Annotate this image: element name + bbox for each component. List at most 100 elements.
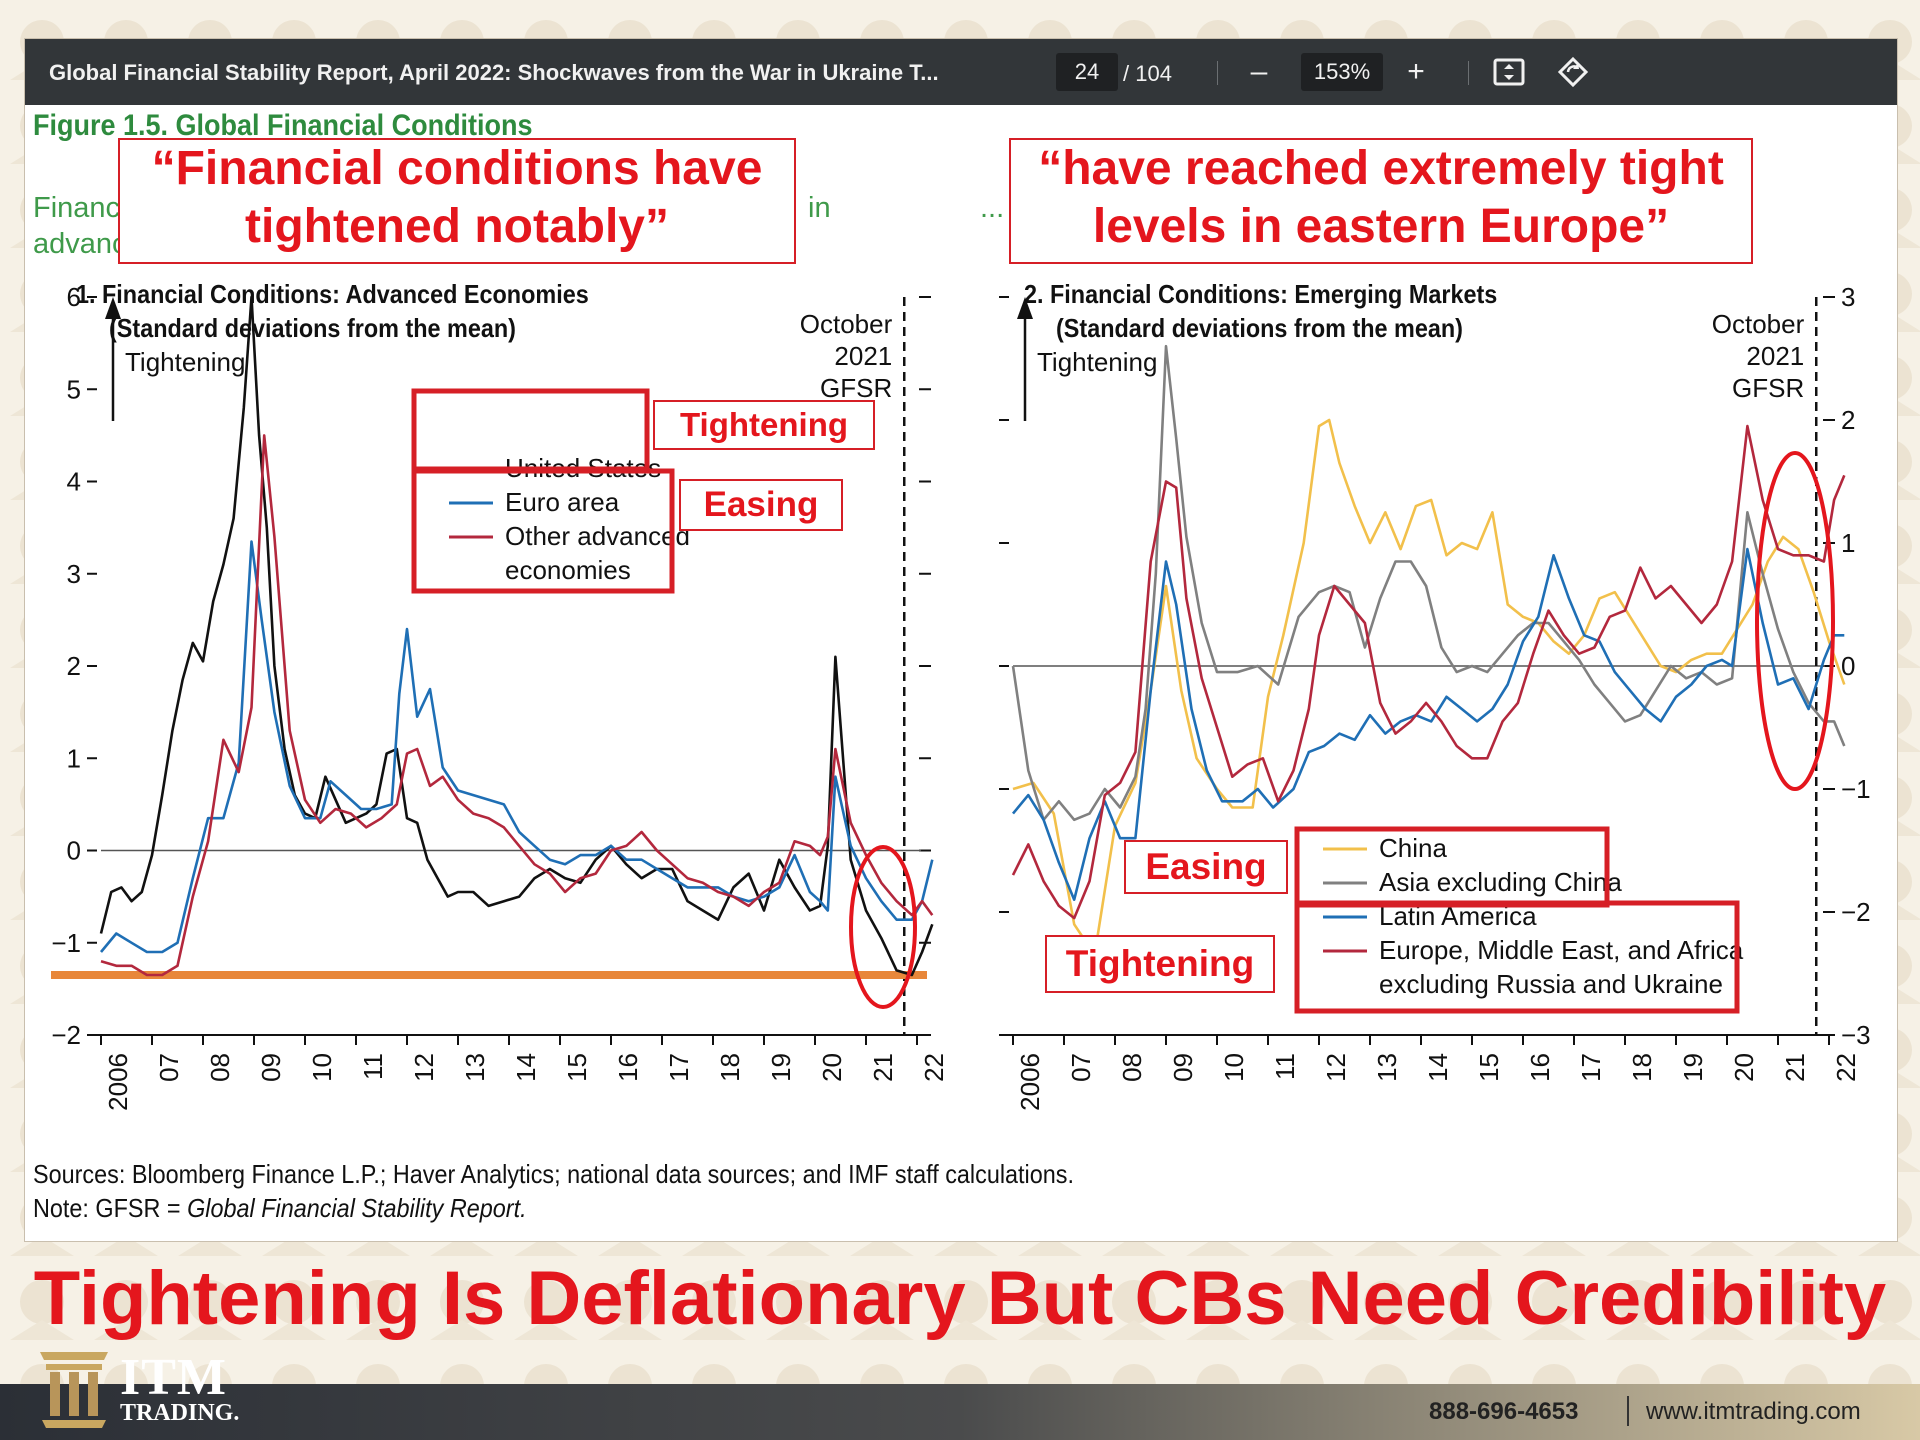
series-line-europe-middle-east-and-africa-excluding-russia-and-ukraine [1011,424,1846,920]
series-line-other-advanced-economies [100,434,934,977]
panel-2-title: 2. Financial Conditions: Emerging Market… [1024,279,1498,309]
x-tick-label: 15 [1474,1053,1504,1082]
legend-label: Euro area [505,487,620,517]
footer-url: www.itmtrading.com [1646,1398,1861,1425]
zoom-level-input[interactable]: 153% [1301,53,1383,91]
itm-trading-logo: ITM TRADING. [34,1342,264,1434]
figure-subtitle-fragment: Financ [33,192,121,224]
legend-label: excluding Russia and Ukraine [1379,969,1723,999]
callout-quote-left: “Financial conditions have tightened not… [118,138,796,264]
legend-label: China [1379,833,1447,863]
tightening-arrowhead [105,297,121,319]
rotate-icon [1557,56,1589,88]
toolbar-divider [1468,61,1469,85]
series-line-euro-area [99,540,934,954]
x-tick-label: 22 [919,1053,949,1082]
x-tick-label: 09 [1168,1053,1198,1082]
zoom-out-button[interactable]: – [1250,55,1268,88]
gfsr-label: GFSR [820,373,892,403]
document-page: Figure 1.5. Global Financial Conditions … [25,105,1897,1241]
figure-subtitle-fragment: ... [980,192,1005,224]
panel-1-subtitle: (Standard deviations from the mean) [109,313,516,343]
highlight-ellipse-left [849,845,917,1009]
rotate-button[interactable] [1550,49,1596,95]
x-tick-label: 18 [715,1053,745,1082]
x-tick-label: 17 [664,1053,694,1082]
note-italic: Global Financial Stability Report. [187,1193,527,1223]
y-tick-label: −2 [51,1020,81,1050]
toolbar-divider [1217,61,1218,85]
y-tick-label: 1 [1841,528,1855,558]
logo-brand-sub: TRADING. [120,1400,240,1426]
note-text: Note: GFSR = Global Financial Stability … [33,1191,1074,1225]
x-tick-label: 16 [1525,1053,1555,1082]
x-tick-label: 16 [613,1053,643,1082]
x-tick-label: 17 [1576,1053,1606,1082]
y-tick-label: 5 [67,374,81,404]
x-tick-label: 2006 [103,1053,133,1111]
gfsr-label: October [1712,309,1805,339]
x-tick-label: 20 [1729,1053,1759,1082]
sources-note: Sources: Bloomberg Finance L.P.; Haver A… [33,1157,1074,1225]
fit-to-page-button[interactable] [1486,49,1532,95]
highlight-ellipse-right [1755,451,1835,791]
pillar-logo-icon [40,1352,108,1428]
x-tick-label: 20 [817,1053,847,1082]
page-number-input[interactable]: 24 [1056,53,1118,91]
x-tick-label: 21 [1780,1053,1810,1082]
y-tick-label: 4 [67,467,81,497]
legend-label: economies [505,555,631,585]
legend-box-tightening-em [1294,900,1740,1014]
gfsr-label: GFSR [1732,373,1804,403]
y-tick-label: −2 [1841,897,1871,927]
x-tick-label: 19 [766,1053,796,1082]
y-tick-label: −1 [1841,774,1871,804]
figure-subtitle-fragment: in [808,192,831,224]
callout-quote-right: “have reached extremely tight levels in … [1009,138,1753,264]
zoom-in-button[interactable]: + [1407,55,1425,88]
series-line-united-states [99,295,934,977]
label-tightening-left: Tightening [653,400,875,450]
label-easing-right: Easing [1124,840,1288,894]
x-tick-label: 18 [1627,1053,1657,1082]
footer-divider [1627,1396,1629,1426]
x-tick-label: 08 [205,1053,235,1082]
logo-brand: ITM [120,1349,227,1406]
gfsr-label: 2021 [834,341,892,371]
headline: Tightening Is Deflationary But CBs Need … [33,1256,1887,1341]
x-tick-label: 11 [1270,1053,1300,1080]
x-tick-label: 07 [1066,1053,1096,1082]
y-tick-label: 0 [67,836,81,866]
y-tick-label: 1 [67,743,81,773]
label-easing-left: Easing [679,479,843,531]
y-tick-label: 2 [67,651,81,681]
fit-to-page-icon [1493,58,1525,86]
x-tick-label: 22 [1831,1053,1861,1082]
x-tick-label: 08 [1117,1053,1147,1082]
x-tick-label: 10 [307,1053,337,1082]
pdf-viewer: Global Financial Stability Report, April… [24,38,1898,1242]
y-tick-label: −1 [51,928,81,958]
x-tick-label: 12 [409,1053,439,1082]
y-tick-label: −3 [1841,1020,1871,1050]
sources-text: Sources: Bloomberg Finance L.P.; Haver A… [33,1159,1074,1189]
x-tick-label: 14 [511,1053,541,1082]
note-prefix: Note: GFSR = [33,1193,188,1223]
page-total: / 104 [1123,61,1172,86]
x-tick-label: 10 [1219,1053,1249,1082]
series-line-latin-america [1011,547,1845,902]
tightening-axis-label: Tightening [125,347,245,377]
y-tick-label: 3 [1841,282,1855,312]
x-tick-label: 19 [1678,1053,1708,1082]
figure-title: Figure 1.5. Global Financial Conditions [33,109,533,142]
legend-label: Europe, Middle East, and Africa [1379,935,1744,965]
panel-1-title: 1. Financial Conditions: Advanced Econom… [76,279,589,309]
label-tightening-right: Tightening [1045,935,1275,993]
y-tick-label: 6 [67,282,81,312]
x-tick-label: 07 [154,1053,184,1082]
x-tick-label: 15 [562,1053,592,1082]
x-tick-label: 13 [1372,1053,1402,1082]
legend-box-easing [411,468,675,594]
y-tick-label: 0 [1841,651,1855,681]
x-tick-label: 11 [358,1053,388,1080]
